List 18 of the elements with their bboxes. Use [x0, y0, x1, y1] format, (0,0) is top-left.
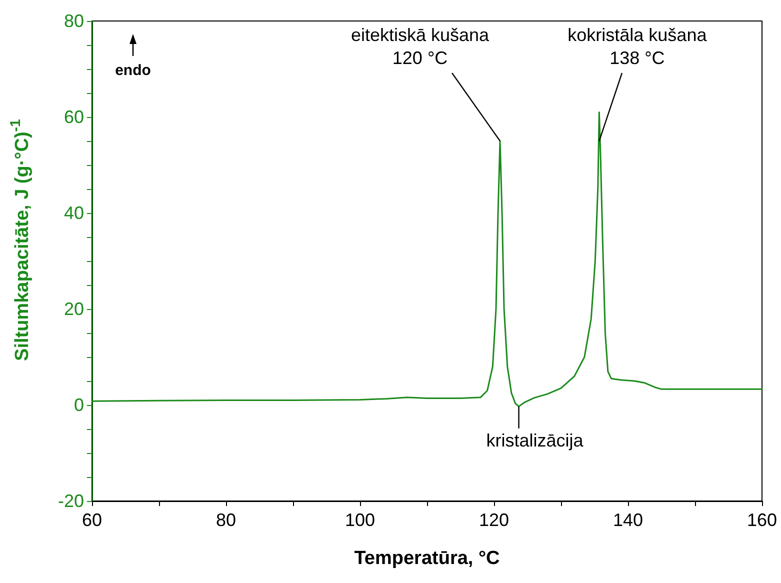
y-tick-label: -20 [58, 491, 84, 511]
x-tick-label: 100 [344, 510, 376, 530]
annotation: kristalizācija [486, 430, 584, 450]
x-tick-label: 160 [746, 510, 778, 530]
x-tick-label: 120 [478, 510, 510, 530]
y-tick-label: 60 [64, 107, 84, 127]
annotation: kokristāla kušana 138 °C [568, 25, 708, 68]
y-tick-label: 80 [64, 11, 84, 31]
x-tick-label: 80 [216, 510, 236, 530]
y-tick-label: 20 [64, 299, 84, 319]
annotation: eitektiskā kušana 120 °C [350, 25, 490, 68]
x-tick-label: 60 [82, 510, 102, 530]
y-tick-label: 40 [64, 203, 84, 223]
y-tick-label: 0 [74, 395, 84, 415]
line-series [91, 111, 763, 408]
x-axis-title: Temperatūra, °C [354, 548, 500, 569]
x-tick-label: 140 [612, 510, 644, 530]
annotation: endo [115, 62, 151, 79]
